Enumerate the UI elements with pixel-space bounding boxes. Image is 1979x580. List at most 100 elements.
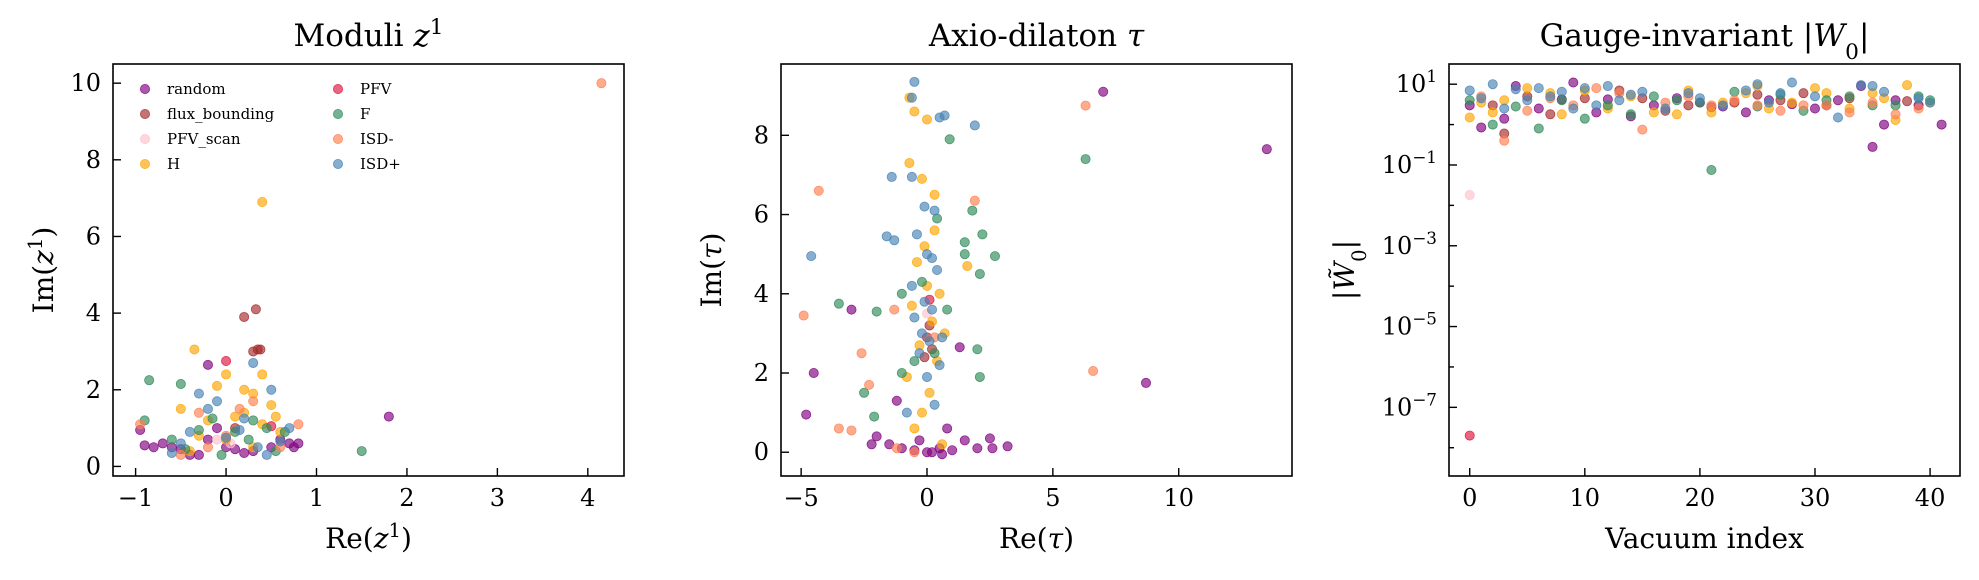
data-point <box>1752 100 1763 111</box>
data-point <box>833 423 844 434</box>
data-point <box>909 356 920 367</box>
data-point <box>929 205 940 216</box>
x-axis-label: Re(τ) <box>999 522 1074 555</box>
data-point <box>1556 109 1567 120</box>
data-point <box>922 371 933 382</box>
data-point <box>864 379 875 390</box>
data-point <box>221 432 232 443</box>
y-tick-label: 6 <box>86 222 101 250</box>
data-point <box>869 411 880 422</box>
data-point <box>284 423 295 434</box>
legend-marker <box>139 109 150 120</box>
legend-entry: flux_bounding <box>167 105 275 123</box>
y-axis-label: Im(τ) <box>695 233 728 308</box>
y-tick-label: 8 <box>754 121 769 149</box>
panel-title: Moduli z1 <box>293 15 443 55</box>
y-tick-label: 10−1 <box>1382 147 1437 179</box>
data-point <box>856 348 867 359</box>
data-point <box>922 114 933 125</box>
data-point <box>927 253 938 264</box>
y-tick-label: 0 <box>86 452 101 480</box>
data-point <box>846 304 857 315</box>
data-point <box>248 396 259 407</box>
data-point <box>248 357 259 368</box>
data-point <box>1602 100 1613 111</box>
data-point <box>1925 97 1936 108</box>
y-tick-label: 10−3 <box>1382 228 1437 260</box>
data-point <box>937 449 948 460</box>
data-point <box>919 296 930 307</box>
data-point <box>1706 165 1717 176</box>
data-point <box>257 196 268 207</box>
data-point <box>1637 124 1648 135</box>
data-point <box>947 445 958 456</box>
legend-entry: F <box>360 105 370 123</box>
data-point <box>1879 86 1890 97</box>
data-point <box>1499 103 1510 114</box>
plot-frame <box>1448 63 1961 477</box>
x-tick-label: 0 <box>1462 484 1477 512</box>
data-point <box>972 443 983 454</box>
data-point <box>266 400 277 411</box>
x-tick-label: 30 <box>1800 484 1831 512</box>
data-point <box>1648 107 1659 118</box>
y-tick-label: 10 <box>70 69 101 97</box>
data-point <box>942 304 953 315</box>
data-point <box>221 356 232 367</box>
data-point <box>193 407 204 418</box>
data-point <box>252 442 263 453</box>
data-point <box>1545 109 1556 120</box>
data-point <box>972 344 983 355</box>
x-axis-label: Vacuum index <box>1604 522 1804 555</box>
data-point <box>239 448 250 459</box>
data-point <box>989 251 1000 262</box>
data-point <box>175 438 186 449</box>
data-point <box>1487 119 1498 130</box>
x-tick-label: −1 <box>118 484 153 512</box>
data-point <box>596 78 607 89</box>
data-point <box>207 413 218 424</box>
x-tick-label: 4 <box>580 484 595 512</box>
data-point <box>927 316 938 327</box>
data-point <box>906 171 917 182</box>
data-point <box>914 435 925 446</box>
data-point <box>270 411 281 422</box>
x-axis-label: Re(z1) <box>325 519 412 556</box>
data-point <box>889 304 900 315</box>
data-point <box>221 369 232 380</box>
data-point <box>1476 93 1487 104</box>
legend-entry: PFV <box>360 80 393 98</box>
data-point <box>886 171 897 182</box>
data-point <box>934 288 945 299</box>
data-point <box>1706 100 1717 111</box>
data-point <box>1752 79 1763 90</box>
y-tick-label: 8 <box>86 146 101 174</box>
legend-marker <box>332 84 343 95</box>
data-point <box>916 173 927 184</box>
x-tick-label: 20 <box>1685 484 1716 512</box>
data-point <box>1499 113 1510 124</box>
data-point <box>1809 83 1820 94</box>
data-point <box>1568 77 1579 88</box>
data-point <box>1533 103 1544 114</box>
data-point <box>909 312 920 323</box>
y-tick-label: 4 <box>86 299 101 327</box>
data-point <box>144 375 155 386</box>
data-point <box>1002 441 1013 452</box>
data-point <box>1464 112 1475 123</box>
data-point <box>1798 100 1809 111</box>
data-point <box>942 423 953 434</box>
legend-marker <box>332 158 343 169</box>
series-pfv-scan <box>1464 190 1475 201</box>
x-tick-label: 0 <box>218 484 233 512</box>
series-h <box>901 92 973 450</box>
data-point <box>1890 109 1901 120</box>
data-point <box>275 436 286 447</box>
data-point <box>911 229 922 240</box>
data-point <box>1487 79 1498 90</box>
legend-entry: PFV_scan <box>167 130 241 148</box>
data-point <box>1625 89 1636 100</box>
data-point <box>1648 91 1659 102</box>
data-point <box>969 195 980 206</box>
data-point <box>1867 97 1878 108</box>
